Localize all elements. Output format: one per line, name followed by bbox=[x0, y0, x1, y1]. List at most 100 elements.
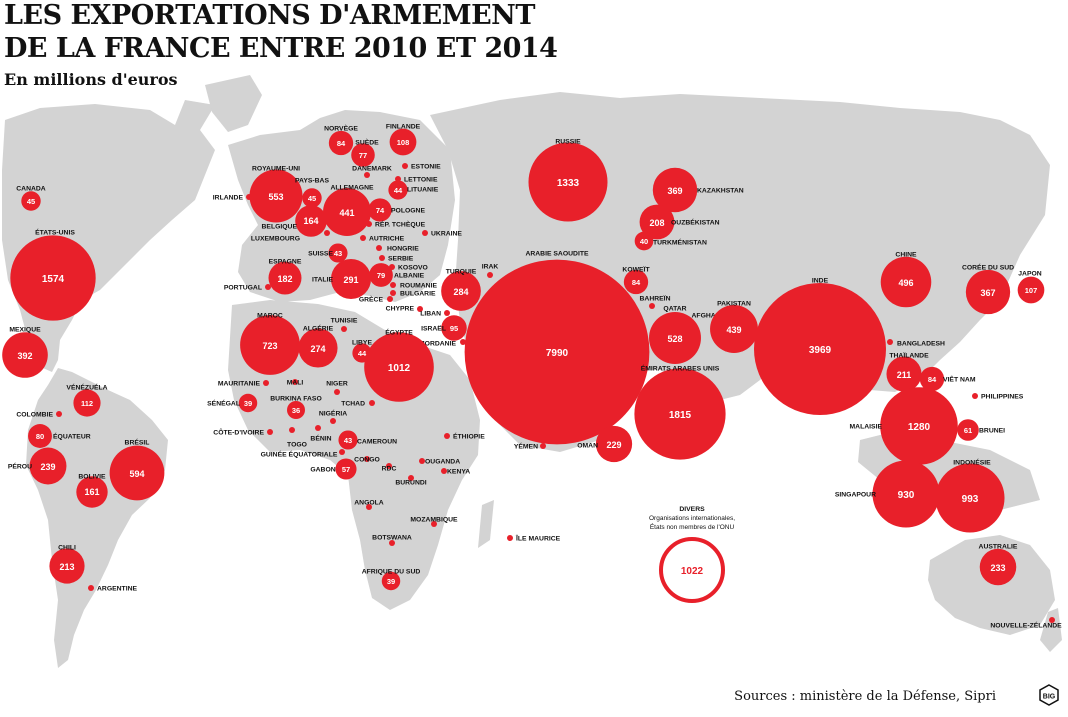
country-label: NIGÉRIA bbox=[319, 409, 347, 418]
country-rep-tcheque: RÉP. TCHÈQUE bbox=[366, 220, 426, 229]
country-bangladesh: BANGLADESH bbox=[887, 339, 945, 348]
country-label: MALAISIE bbox=[850, 424, 883, 431]
country-chili: 213 CHILI bbox=[49, 545, 85, 584]
country-value: 594 bbox=[129, 469, 144, 479]
country-marker bbox=[368, 198, 392, 222]
country-algerie: 274 ALGÉRIE bbox=[298, 324, 338, 368]
country-marker bbox=[249, 169, 303, 223]
country-value: 36 bbox=[292, 406, 300, 415]
country-turquie: 284 TURQUIE bbox=[441, 269, 481, 311]
country-espagne: 182 ESPAGNE bbox=[268, 259, 302, 295]
country-marker bbox=[268, 261, 302, 295]
country-marker bbox=[402, 163, 408, 169]
divers-ring bbox=[659, 537, 725, 603]
country-marker bbox=[364, 172, 370, 178]
country-ethiopie: ÉTHIOPIE bbox=[444, 432, 485, 441]
country-suede: 77 SUÈDE bbox=[351, 138, 379, 167]
country-arabie-saoudite: 7990 ARABIE SAOUDITE bbox=[464, 251, 650, 445]
country-royaume-uni: 553 ROYAUME-UNI bbox=[249, 166, 303, 223]
country-qatar: 528 QATAR bbox=[649, 306, 701, 364]
divers-note-line-1: Organisations internationales, bbox=[649, 515, 735, 522]
country-marker bbox=[381, 571, 401, 591]
country-ukraine: UKRAINE bbox=[422, 230, 462, 238]
country-label: YÉMEN bbox=[514, 442, 538, 451]
country-marker bbox=[390, 282, 396, 288]
country-label: ÉQUATEUR bbox=[53, 432, 91, 441]
country-label: JAPON bbox=[1018, 271, 1042, 278]
country-liban: LIBAN bbox=[420, 310, 450, 318]
country-grece: GRÈCE bbox=[359, 295, 393, 304]
country-label: RÉP. TCHÈQUE bbox=[375, 220, 426, 229]
country-label: SINGAPOUR bbox=[835, 492, 876, 499]
country-label: BRÉSIL bbox=[125, 438, 150, 447]
country-label: CHILI bbox=[58, 545, 76, 552]
country-value: 182 bbox=[277, 274, 292, 284]
country-serbie: SERBIE bbox=[379, 255, 414, 263]
country-label: VIÊT NAM bbox=[943, 375, 976, 384]
country-label: ALLEMAGNE bbox=[330, 185, 374, 192]
country-marker bbox=[754, 283, 886, 415]
country-marker bbox=[1017, 276, 1045, 304]
country-label: LUXEMBOURG bbox=[251, 236, 300, 243]
country-israel: 95 ISRAËL bbox=[421, 315, 467, 341]
country-value: 39 bbox=[244, 399, 252, 408]
land-greenland bbox=[205, 75, 262, 132]
country-marker bbox=[957, 419, 979, 441]
country-irlande: IRLANDE bbox=[213, 194, 252, 202]
country-marker bbox=[872, 460, 940, 528]
country-label: ALGÉRIE bbox=[303, 324, 334, 333]
country-label: BÉNIN bbox=[310, 434, 331, 443]
sources: Sources : ministère de la Défense, Sipri bbox=[734, 689, 996, 704]
country-roumanie: ROUMANIE bbox=[390, 282, 437, 290]
country-cote-d-ivoire: CÔTE-D'IVOIRE bbox=[213, 428, 273, 437]
country-label: ROUMANIE bbox=[400, 283, 437, 290]
country-marker bbox=[419, 458, 425, 464]
country-marker bbox=[1049, 617, 1055, 623]
country-label: TURQUIE bbox=[446, 269, 477, 276]
country-label: CHYPRE bbox=[386, 306, 415, 313]
country-label: NOUVELLE-ZÉLANDE bbox=[990, 621, 1062, 630]
country-label: GUINÉE ÉQUATORIALE bbox=[261, 450, 338, 459]
country-value: 39 bbox=[387, 577, 395, 586]
country-guinee-equatoriale: GUINÉE ÉQUATORIALE bbox=[261, 449, 345, 459]
country-marker bbox=[649, 303, 655, 309]
country-value: 496 bbox=[898, 278, 913, 288]
country-kenya: KENYA bbox=[441, 468, 470, 476]
country-label: ROYAUME-UNI bbox=[252, 166, 300, 173]
country-nigeria: NIGÉRIA bbox=[319, 409, 347, 424]
country-mauritanie: MAURITANIE bbox=[218, 380, 269, 388]
country-label: IRAK bbox=[482, 264, 499, 271]
country-coree-du-sud: 367 CORÉE DU SUD bbox=[962, 263, 1014, 315]
big-logo-icon: BIG bbox=[1039, 684, 1059, 706]
country-marker bbox=[979, 548, 1017, 586]
country-value: 57 bbox=[342, 465, 350, 474]
country-marker bbox=[389, 128, 417, 156]
country-mali: MALI bbox=[287, 379, 303, 387]
country-label: GRÈCE bbox=[359, 295, 384, 304]
country-value: 723 bbox=[262, 341, 277, 351]
country-value: 95 bbox=[450, 324, 458, 333]
country-value: 164 bbox=[303, 216, 318, 226]
country-russie: 1333 RUSSIE bbox=[528, 139, 608, 222]
country-bolivie: 161 BOLIVIE bbox=[76, 474, 108, 508]
country-marker bbox=[880, 256, 932, 308]
country-label: NORVÈGE bbox=[324, 124, 358, 133]
land-madagascar bbox=[478, 500, 494, 548]
country-emirats-arabes-unis: 1815 ÉMIRATS ARABES UNIS bbox=[634, 364, 726, 460]
country-marker bbox=[335, 458, 357, 480]
country-value: 213 bbox=[59, 562, 74, 572]
country-markers: 45 CANADA 1574 ÉTATS-UNIS 392 MEXIQUE 112 VÉNÉZ… bbox=[2, 124, 1062, 630]
country-marker bbox=[351, 143, 375, 167]
country-marker bbox=[887, 339, 893, 345]
country-label: LIBYE bbox=[352, 340, 372, 347]
country-mozambique: MOZAMBIQUE bbox=[410, 517, 458, 527]
country-label: LITUANIE bbox=[407, 187, 439, 194]
country-chine: 496 CHINE bbox=[880, 252, 932, 308]
country-marker bbox=[540, 443, 546, 449]
country-label: TUNISIE bbox=[331, 318, 358, 325]
country-label: ESPAGNE bbox=[269, 259, 302, 266]
country-label: PORTUGAL bbox=[224, 285, 262, 292]
divers-group: DIVERS Organisations internationales,État… bbox=[649, 506, 735, 603]
country-marker bbox=[649, 312, 701, 364]
